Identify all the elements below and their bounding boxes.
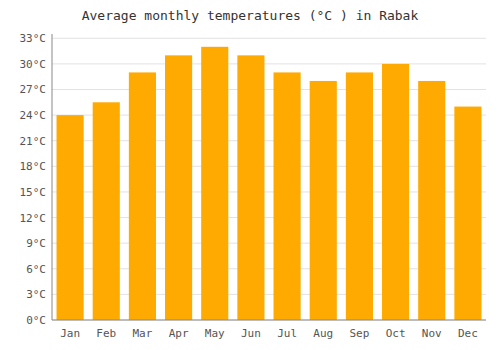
y-tick-label: 0°C bbox=[26, 314, 46, 327]
y-tick-labels: 0°C 3°C 6°C 9°C 12°C 15°C 18°C 21°C 24°C 27°C 30°C… bbox=[20, 32, 47, 327]
bar bbox=[418, 81, 445, 320]
x-tick-label: Apr bbox=[169, 327, 189, 340]
chart: Average monthly temperatures (°C ) in Ra… bbox=[0, 0, 500, 350]
y-tick-label: 12°C bbox=[20, 212, 47, 225]
bar bbox=[310, 81, 337, 320]
y-tick-label: 6°C bbox=[26, 263, 46, 276]
y-tick-label: 24°C bbox=[20, 109, 47, 122]
x-tick-label: Aug bbox=[313, 327, 333, 340]
y-grid bbox=[52, 38, 486, 320]
bar bbox=[57, 115, 84, 320]
y-tick-label: 33°C bbox=[20, 32, 47, 45]
x-tick-label: Sep bbox=[349, 327, 369, 340]
x-axis-line bbox=[52, 320, 486, 321]
bar bbox=[129, 72, 156, 320]
x-tick-label: Jan bbox=[60, 327, 80, 340]
bar bbox=[274, 72, 301, 320]
bar bbox=[201, 47, 228, 320]
grid-line bbox=[52, 320, 486, 321]
y-tick-label: 21°C bbox=[20, 135, 47, 148]
title: Average monthly temperatures (°C ) in Ra… bbox=[82, 8, 419, 23]
bar bbox=[165, 55, 192, 320]
y-axis-line bbox=[52, 34, 53, 320]
y-tick-label: 30°C bbox=[20, 58, 47, 71]
bar bbox=[346, 72, 373, 320]
x-tick-label: Dec bbox=[458, 327, 478, 340]
x-tick-label: Jun bbox=[241, 327, 261, 340]
grid-line bbox=[52, 63, 486, 64]
x-tick-label: Feb bbox=[96, 327, 116, 340]
bar bbox=[93, 102, 120, 320]
bars bbox=[57, 47, 482, 320]
y-tick-label: 9°C bbox=[26, 237, 46, 250]
bar bbox=[454, 107, 481, 320]
x-tick-label: Oct bbox=[386, 327, 406, 340]
y-tick-label: 27°C bbox=[20, 83, 47, 96]
x-tick-label: Mar bbox=[132, 327, 152, 340]
y-tick-label: 15°C bbox=[20, 186, 47, 199]
x-tick-label: Jul bbox=[277, 327, 297, 340]
bar bbox=[237, 55, 264, 320]
x-tick-label: May bbox=[205, 327, 225, 340]
bar bbox=[382, 64, 409, 320]
y-tick-label: 3°C bbox=[26, 288, 46, 301]
y-tick-label: 18°C bbox=[20, 160, 47, 173]
x-tick-label: Nov bbox=[422, 327, 442, 340]
grid-line bbox=[52, 38, 486, 39]
x-tick-labels: Jan Feb Mar Apr May Jun Jul Aug Sep Oct Nov Dec bbox=[60, 327, 478, 340]
